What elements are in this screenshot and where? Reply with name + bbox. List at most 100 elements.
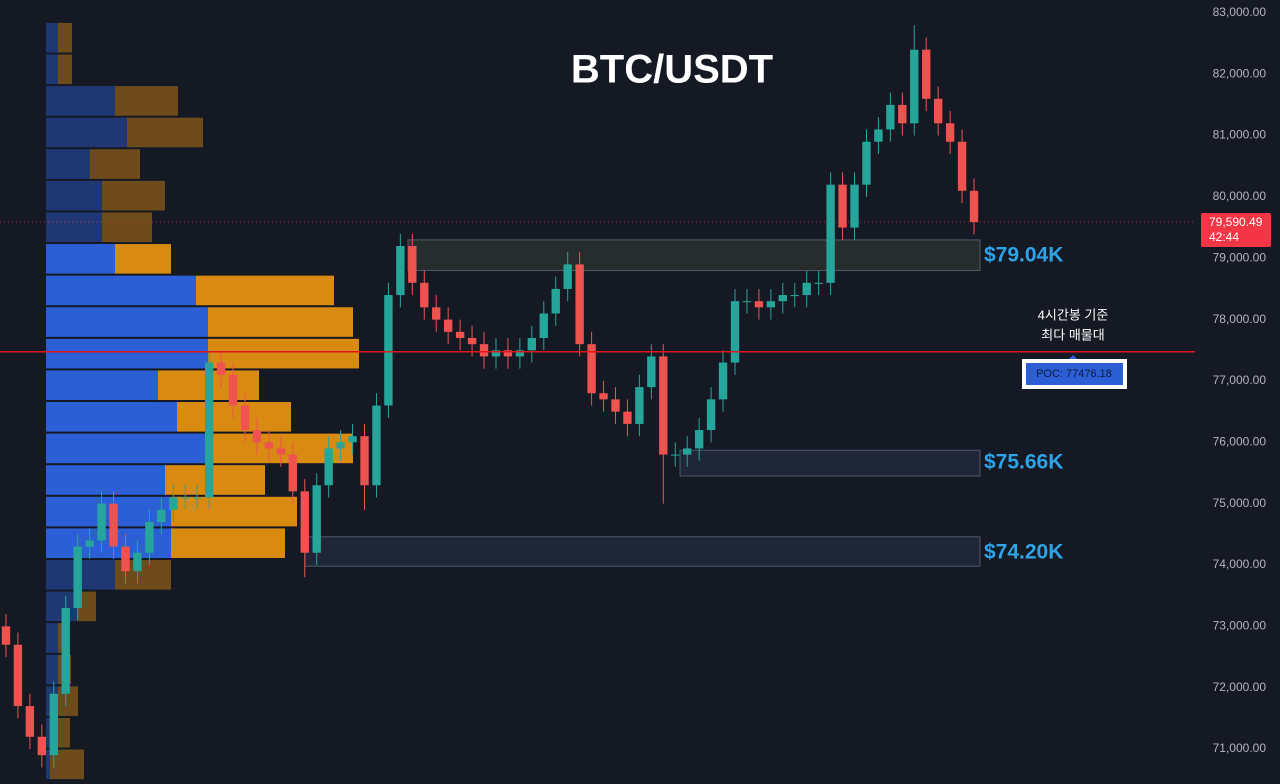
candle-body: [467, 338, 477, 345]
candle-body: [754, 301, 764, 308]
candle-body: [874, 129, 883, 142]
candle-body: [635, 387, 644, 424]
candle-body: [969, 190, 979, 223]
y-tick-label: 77,000.00: [1213, 373, 1267, 387]
candle-body: [264, 442, 274, 449]
y-tick-label: 78,000.00: [1213, 312, 1267, 326]
profile-sell-bar: [177, 402, 291, 432]
candle-body: [683, 448, 692, 455]
candle-body: [384, 295, 393, 406]
candle-body: [694, 430, 704, 449]
profile-sell-bar: [58, 22, 72, 53]
profile-buy-bar: [46, 338, 208, 369]
candle-body: [539, 313, 548, 339]
candle-body: [216, 362, 226, 375]
candle-body: [838, 184, 847, 228]
poc-box-inner: [1026, 363, 1123, 385]
chart-title: BTC/USDT: [571, 48, 773, 92]
price-tag-countdown: 42:44: [1209, 230, 1239, 244]
candle-body: [945, 123, 955, 142]
profile-buy-bar: [46, 433, 208, 464]
price-tag-value: 79,590.49: [1209, 215, 1263, 229]
candle-body: [97, 503, 106, 541]
y-tick-label: 73,000.00: [1213, 619, 1267, 633]
candle-body: [599, 393, 608, 400]
y-tick-label: 76,000.00: [1213, 434, 1267, 448]
profile-buy-bar: [46, 307, 208, 337]
candle-body: [85, 540, 94, 547]
profile-sell-bar: [208, 338, 359, 369]
candle-body: [61, 607, 70, 694]
candle-body: [910, 49, 919, 124]
candle-body: [408, 245, 417, 283]
level-label: $75.66K: [984, 451, 1063, 474]
y-tick-label: 80,000.00: [1213, 189, 1267, 203]
y-tick-label: 75,000.00: [1213, 496, 1267, 510]
y-tick-label: 81,000.00: [1213, 128, 1267, 142]
candle-body: [276, 448, 286, 455]
candle-body: [73, 546, 82, 608]
candle-body: [671, 454, 680, 456]
candle-body: [503, 350, 513, 357]
y-tick-label: 72,000.00: [1213, 680, 1267, 694]
candle-body: [121, 546, 130, 572]
profile-buy-bar: [46, 244, 115, 274]
candle-body: [288, 454, 297, 492]
profile-buy-bar: [46, 623, 58, 653]
candle-body: [742, 301, 752, 303]
candle-body: [109, 503, 118, 547]
level-zone: [407, 239, 981, 272]
candle-body: [898, 104, 907, 124]
candle-body: [527, 338, 537, 351]
candle-body: [169, 497, 178, 510]
candle-body: [420, 282, 429, 308]
candle-body: [324, 448, 333, 486]
profile-sell-bar: [208, 307, 353, 337]
candle-body: [790, 295, 799, 297]
profile-buy-bar: [46, 591, 77, 622]
level-label: $74.20K: [984, 540, 1063, 563]
profile-sell-bar: [115, 86, 178, 116]
candle-body: [372, 405, 381, 486]
candle-body: [25, 706, 35, 737]
profile-sell-bar: [127, 117, 203, 148]
profile-sell-bar: [171, 528, 285, 558]
candle-body: [718, 362, 728, 400]
candle-body: [922, 49, 931, 99]
candle-body: [886, 104, 895, 130]
candle-body: [455, 331, 465, 339]
candle-body: [145, 522, 154, 553]
candle-body: [348, 436, 357, 443]
profile-buy-bar: [46, 54, 58, 85]
candle-body: [252, 430, 262, 443]
candle-body: [862, 141, 871, 185]
annotation: 최다 매물대: [1041, 327, 1104, 342]
candle-body: [157, 509, 166, 523]
candle-body: [551, 288, 560, 314]
candle-body: [623, 411, 632, 424]
candle-body: [957, 141, 967, 191]
candle-body: [37, 736, 47, 756]
candle-body: [181, 497, 190, 499]
y-tick-label: 83,000.00: [1213, 5, 1267, 19]
candle-body: [647, 356, 656, 388]
profile-buy-bar: [46, 212, 102, 243]
profile-buy-bar: [46, 149, 90, 179]
price-tag: [1201, 213, 1271, 247]
candle-body: [778, 295, 787, 302]
candle-body: [312, 485, 321, 553]
level-zone: [679, 449, 981, 477]
candle-body: [479, 344, 489, 357]
candle-body: [766, 301, 776, 308]
candle-body: [432, 307, 441, 320]
candle-body: [300, 491, 309, 553]
profile-buy-bar: [46, 402, 177, 432]
profile-buy-bar: [46, 117, 127, 148]
candle-body: [396, 245, 405, 296]
profile-buy-bar: [46, 180, 102, 211]
candle-body: [193, 497, 202, 499]
candle-body: [659, 356, 668, 455]
candle-body: [360, 436, 369, 486]
candle-body: [611, 399, 620, 412]
